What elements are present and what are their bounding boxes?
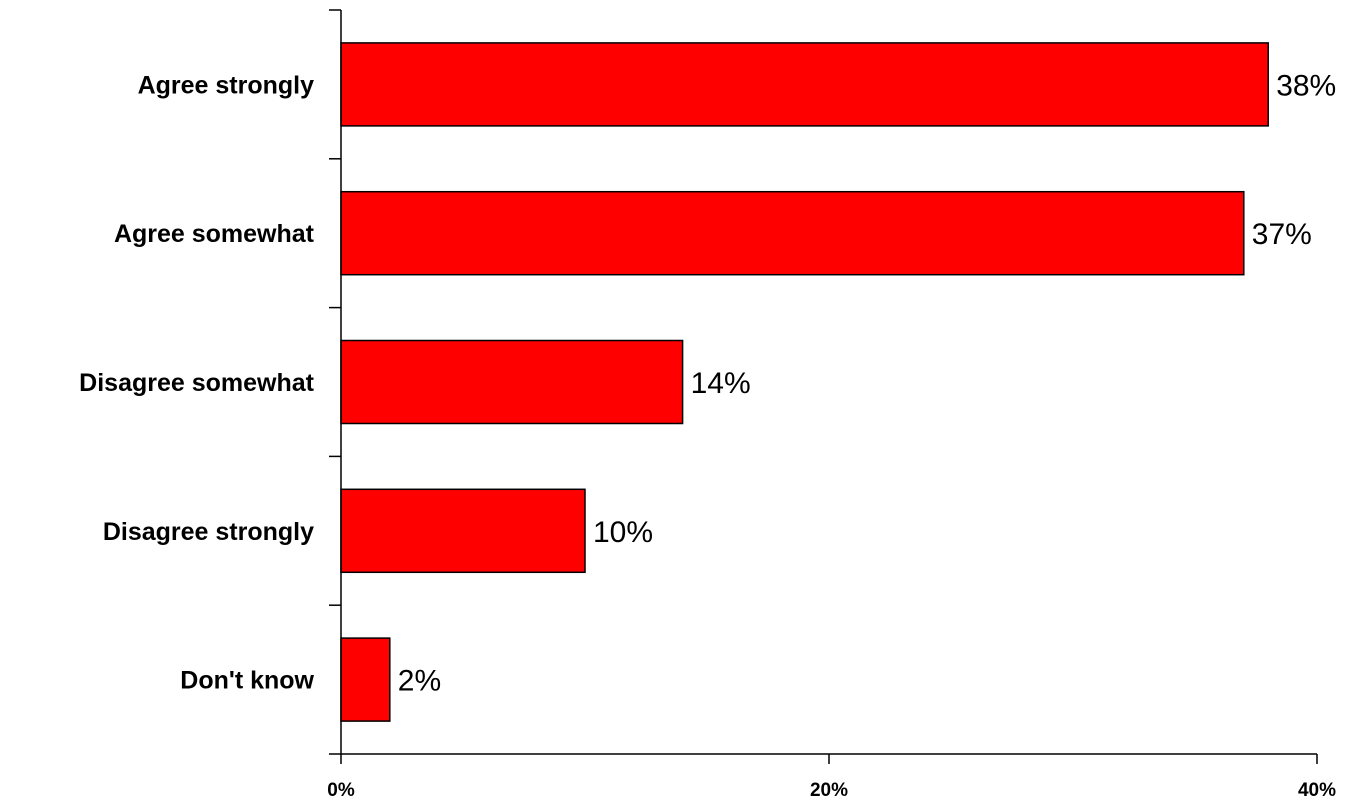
category-label: Don't know xyxy=(180,667,314,695)
axes-group xyxy=(329,9,1318,764)
x-tick-label: 40% xyxy=(1298,780,1336,801)
x-tick-label: 20% xyxy=(810,780,848,801)
data-label: 14% xyxy=(691,367,751,400)
data-label: 2% xyxy=(398,665,441,698)
data-label: 10% xyxy=(593,516,653,549)
data-label: 37% xyxy=(1252,218,1312,251)
category-label: Agree strongly xyxy=(138,71,315,99)
bar-disagree-somewhat xyxy=(340,339,684,425)
bar-agree-somewhat xyxy=(340,190,1245,276)
x-tick-label: 0% xyxy=(327,780,355,801)
category-label: Agree somewhat xyxy=(114,220,315,248)
bar-disagree-strongly xyxy=(340,488,586,574)
category-label: Disagree somewhat xyxy=(79,369,314,397)
labels-group: Agree strongly 38% Agree somewhat 37% Disagr… xyxy=(79,69,1336,801)
bar-agree-strongly xyxy=(340,42,1269,127)
bars-group xyxy=(340,42,1269,722)
bar-don-t-know xyxy=(340,637,391,722)
category-label: Disagree strongly xyxy=(103,518,314,546)
data-label: 38% xyxy=(1276,69,1336,102)
